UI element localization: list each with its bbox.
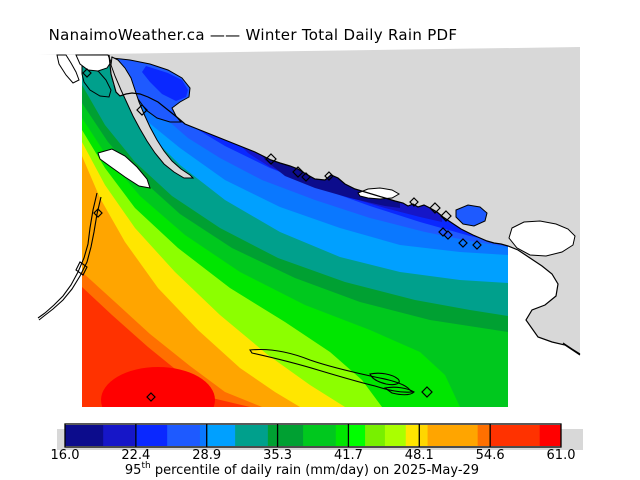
page-title: NanaimoWeather.ca —— Winter Total Daily … [48, 26, 458, 44]
colorbar-segment [427, 425, 479, 446]
colorbar-tick-label: 48.1 [404, 448, 434, 463]
outline-island-long [249, 348, 414, 393]
coast-outlines [37, 192, 581, 396]
colorbar [57, 423, 583, 450]
white-bay [75, 54, 112, 72]
station-diamond-marker [93, 208, 103, 218]
station-diamond-marker [429, 202, 441, 214]
colorbar-segment [489, 425, 541, 446]
colorbar-segment [477, 425, 491, 446]
station-diamond-marker [440, 210, 452, 222]
colorbar-segment [384, 425, 407, 446]
white-inlet-small [56, 54, 80, 84]
vancouver-island-coast-line2 [38, 196, 102, 321]
station-diamond-marker [82, 68, 92, 78]
inlet-burrard [455, 204, 488, 227]
coast-wiggle [75, 261, 88, 276]
outline-island-small [383, 386, 415, 396]
colorbar-segment [65, 425, 104, 446]
station-diamond-marker [409, 197, 419, 207]
colorbar-segment [335, 425, 349, 446]
colorbar-tick-label: 28.9 [192, 448, 222, 463]
caption-rest: percentile of daily rain (mm/day) on 202… [150, 463, 480, 478]
white-island-gabriola [97, 148, 151, 189]
colorbar-segment [206, 425, 236, 446]
outline-island-blob [369, 372, 400, 386]
station-diamond-marker [324, 171, 334, 181]
station-diamond-marker [136, 104, 148, 116]
station-markers [82, 68, 482, 402]
colorbar-tick-label: 61.0 [546, 448, 576, 463]
colorbar-segment [303, 425, 337, 446]
station-diamond-marker [146, 392, 156, 402]
colorbar-segment [405, 425, 420, 446]
colorbar-segment [365, 425, 386, 446]
station-diamond-marker [472, 240, 482, 250]
colorbar-caption: 95th percentile of daily rain (mm/day) o… [0, 461, 604, 478]
band-red-max [101, 367, 215, 407]
station-diamond-marker [458, 238, 468, 248]
white-island-lens [357, 187, 401, 200]
coastline-main [108, 54, 581, 356]
station-diamond-marker [292, 166, 304, 178]
station-diamond-marker [301, 172, 311, 182]
colorbar-segment [199, 425, 208, 446]
caption-prefix: 95 [124, 463, 142, 478]
colorbar-segment [103, 425, 136, 446]
colorbar-tick-label: 16.0 [50, 448, 80, 463]
colorbar-segments [65, 425, 562, 446]
colorbar-border [64, 423, 562, 448]
station-diamond-marker [438, 227, 448, 237]
colorbar-segment [267, 425, 304, 446]
colorbar-segment [167, 425, 201, 446]
colorbar-segment [418, 425, 429, 446]
colorbar-segment [134, 425, 168, 446]
colorbar-tick-label: 41.7 [333, 448, 363, 463]
white-island-bowen [508, 220, 576, 257]
station-diamond-marker [443, 230, 453, 240]
colorbar-tick-label: 22.4 [121, 448, 151, 463]
colorbar-tick-label: 35.3 [263, 448, 293, 463]
colorbar-tick-label: 54.6 [475, 448, 505, 463]
station-diamond-marker [421, 386, 433, 398]
channel-inlet-deep [142, 66, 188, 101]
colorbar-segment [235, 425, 269, 446]
coast-bottom-right [562, 342, 581, 355]
colorbar-segment [348, 425, 366, 446]
colorbar-ticks [135, 424, 491, 447]
caption-superscript: th [141, 461, 151, 471]
colorbar-segment [539, 425, 562, 446]
land-mainland [38, 47, 580, 355]
station-diamond-marker [265, 153, 277, 165]
land-peninsula-tongue [110, 56, 195, 179]
